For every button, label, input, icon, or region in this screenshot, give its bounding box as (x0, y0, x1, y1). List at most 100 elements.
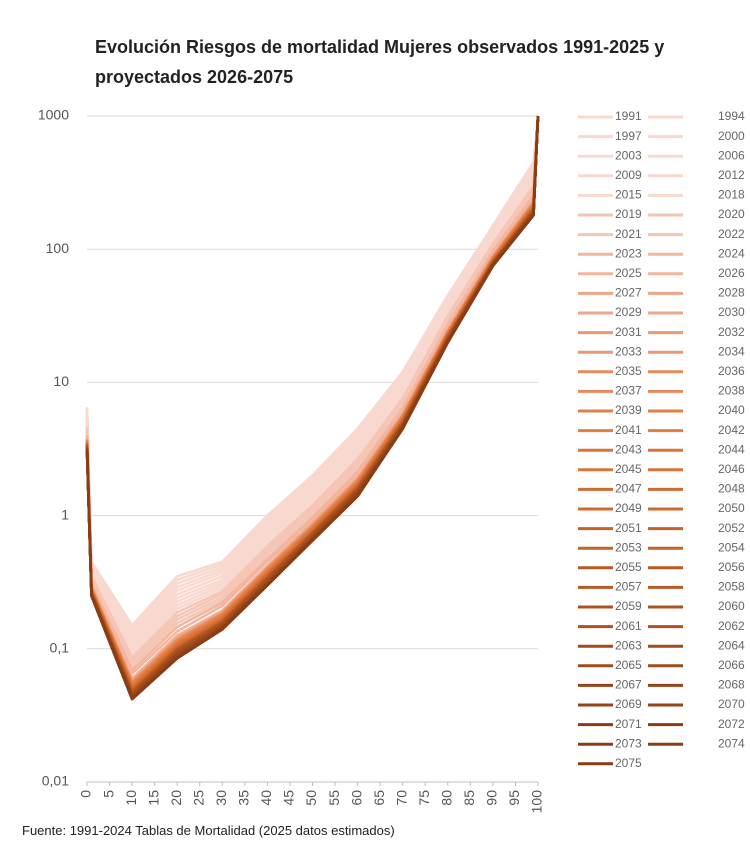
chart-title: Evolución Riesgos de mortalidad Mujeres … (95, 37, 665, 87)
y-tick-label: 100 (46, 240, 70, 256)
x-tick-label: 45 (281, 790, 297, 806)
x-tick-label: 35 (236, 790, 252, 806)
legend-label: 2034 (718, 344, 745, 358)
series-line (85, 115, 540, 684)
legend-label: 2056 (718, 560, 745, 574)
series-line (85, 115, 540, 675)
legend-label: 2061 (615, 619, 642, 633)
legend-label: 2029 (615, 305, 642, 319)
series-line (85, 115, 540, 684)
x-tick-label: 15 (145, 790, 161, 806)
series-line (85, 115, 540, 649)
x-tick-label: 50 (303, 790, 319, 806)
legend-label: 1994 (718, 109, 745, 123)
series-line (85, 115, 540, 682)
legend-label: 2055 (615, 560, 642, 574)
series-line (85, 115, 540, 684)
legend-label: 2021 (615, 227, 642, 241)
series-line (85, 115, 540, 640)
source-note: Fuente: 1991-2024 Tablas de Mortalidad (… (22, 823, 395, 838)
series-line (85, 115, 540, 669)
x-tick-label: 10 (123, 790, 139, 806)
legend-label: 2068 (718, 678, 745, 692)
legend-label: 2051 (615, 521, 642, 535)
series-line (85, 115, 540, 646)
legend-label: 2070 (718, 697, 745, 711)
legend-label: 2026 (718, 266, 745, 280)
legend-label: 2003 (615, 148, 642, 162)
legend-label: 2057 (615, 580, 642, 594)
x-tick-label: 75 (416, 790, 432, 806)
legend-label: 2023 (615, 246, 642, 260)
series-line (85, 115, 540, 701)
series-line (85, 115, 540, 672)
legend-label: 2045 (615, 462, 642, 476)
legend-label: 2028 (718, 286, 745, 300)
series-line (85, 115, 540, 666)
legend-label: 1991 (615, 109, 642, 123)
y-tick-label: 1 (61, 506, 69, 522)
x-tick-label: 90 (484, 790, 500, 806)
series-line (85, 115, 540, 662)
series-line (85, 115, 540, 636)
legend-label: 2049 (615, 501, 642, 515)
series-line (85, 115, 540, 684)
x-tick-label: 65 (371, 790, 387, 806)
legend-label: 2064 (718, 638, 745, 652)
x-tick-label: 30 (213, 790, 229, 806)
legend-label: 2053 (615, 540, 642, 554)
legend-label: 2065 (615, 658, 642, 672)
legend-label: 2040 (718, 403, 745, 417)
series-line (85, 115, 540, 643)
series-line (85, 115, 540, 659)
series-line (85, 115, 540, 682)
legend-label: 2037 (615, 384, 642, 398)
x-tick-label: 20 (168, 790, 184, 806)
series-line (85, 115, 540, 682)
legend-label: 2054 (718, 540, 745, 554)
y-tick-label: 0,1 (50, 640, 70, 656)
legend-label: 2000 (718, 129, 745, 143)
legend-label: 2042 (718, 423, 745, 437)
legend-label: 2062 (718, 619, 745, 633)
legend-label: 2060 (718, 599, 745, 613)
y-tick-label: 0,01 (42, 773, 69, 789)
legend-label: 2059 (615, 599, 642, 613)
legend-label: 2066 (718, 658, 745, 672)
legend-label: 2033 (615, 344, 642, 358)
legend-label: 1997 (615, 129, 642, 143)
series-line (85, 115, 540, 656)
legend-label: 2048 (718, 482, 745, 496)
x-tick-label: 85 (461, 790, 477, 806)
x-tick-label: 0 (78, 790, 94, 798)
series-line (85, 115, 540, 627)
legend-label: 2036 (718, 364, 745, 378)
series-line (85, 115, 540, 684)
x-tick-label: 70 (393, 790, 409, 806)
series-line (85, 115, 540, 682)
legend-label: 2067 (615, 678, 642, 692)
legend-label: 2032 (718, 325, 745, 339)
legend-label: 2020 (718, 207, 745, 221)
legend-label: 2031 (615, 325, 642, 339)
legend-label: 2025 (615, 266, 642, 280)
legend-label: 2072 (718, 717, 745, 731)
x-tick-label: 80 (439, 790, 455, 806)
x-tick-label: 55 (326, 790, 342, 806)
legend-label: 2044 (718, 442, 745, 456)
legend-label: 2069 (615, 697, 642, 711)
legend-label: 2038 (718, 384, 745, 398)
x-tick-label: 60 (348, 790, 364, 806)
series-line (85, 115, 540, 682)
legend-label: 2050 (718, 501, 745, 515)
legend-label: 2041 (615, 423, 642, 437)
legend-label: 2063 (615, 638, 642, 652)
series-line (85, 115, 540, 652)
legend-label: 2046 (718, 462, 745, 476)
series-line (85, 115, 540, 680)
legend-label: 2030 (718, 305, 745, 319)
x-tick-label: 40 (258, 790, 274, 806)
legend-label: 2012 (718, 168, 745, 182)
